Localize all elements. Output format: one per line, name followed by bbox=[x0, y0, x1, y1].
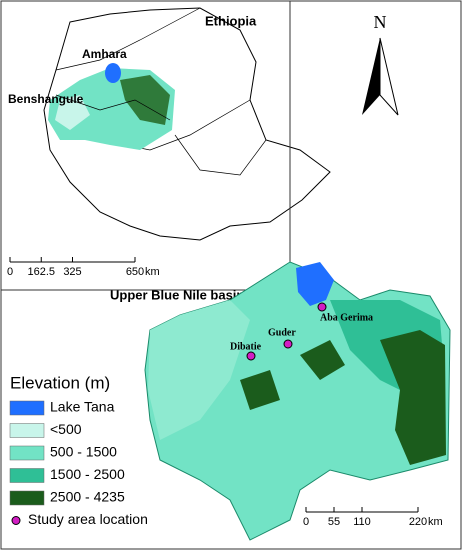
region-border bbox=[55, 94, 171, 121]
north-arrow bbox=[379, 37, 399, 116]
region-label: Benshangule bbox=[8, 92, 84, 106]
site-label: Dibatie bbox=[230, 341, 262, 352]
scale-label: 162.5 bbox=[27, 266, 55, 278]
legend-swatch bbox=[9, 423, 45, 438]
basin-lowland bbox=[148, 300, 250, 440]
north-arrow bbox=[362, 38, 380, 115]
legend-label: Study area location bbox=[28, 511, 148, 527]
site-marker bbox=[283, 339, 293, 349]
country-label: Ethiopia bbox=[205, 13, 257, 28]
region-label: Amhara bbox=[82, 47, 127, 61]
scale-label: 325 bbox=[63, 266, 81, 278]
site-label: Aba Gerima bbox=[320, 312, 373, 323]
site-marker bbox=[317, 302, 327, 312]
basin-title: Upper Blue Nile basin bbox=[110, 287, 244, 302]
legend-swatch bbox=[9, 490, 45, 506]
legend-swatch bbox=[9, 468, 45, 483]
inset-lake bbox=[105, 63, 121, 83]
legend-swatch bbox=[9, 445, 45, 461]
scale-label: 110 bbox=[353, 516, 371, 528]
region-border bbox=[55, 7, 201, 71]
scale-label: 0 bbox=[303, 516, 309, 528]
legend-label: 1500 - 2500 bbox=[50, 466, 125, 482]
legend-label: Lake Tana bbox=[50, 399, 115, 415]
scale-unit: km bbox=[428, 516, 443, 528]
basin-highland bbox=[380, 330, 446, 465]
lake-tana bbox=[296, 262, 334, 306]
scale-unit: km bbox=[145, 266, 160, 278]
scale-label: 220 bbox=[409, 516, 427, 528]
legend-label: 2500 - 4235 bbox=[50, 489, 125, 505]
basin-highland bbox=[300, 340, 345, 380]
scale-label: 0 bbox=[7, 266, 13, 278]
legend-label: 500 - 1500 bbox=[50, 444, 117, 460]
legend-swatch bbox=[11, 516, 21, 525]
site-label: Guder bbox=[268, 327, 296, 338]
legend-swatch bbox=[9, 400, 45, 416]
legend-title: Elevation (m) bbox=[10, 373, 110, 392]
scale-label: 55 bbox=[328, 516, 340, 528]
site-marker bbox=[246, 351, 256, 361]
north-label: N bbox=[374, 12, 387, 32]
region-border bbox=[174, 134, 267, 176]
scale-label: 650 bbox=[126, 266, 144, 278]
basin-highland bbox=[240, 370, 280, 410]
legend-label: <500 bbox=[50, 421, 82, 437]
